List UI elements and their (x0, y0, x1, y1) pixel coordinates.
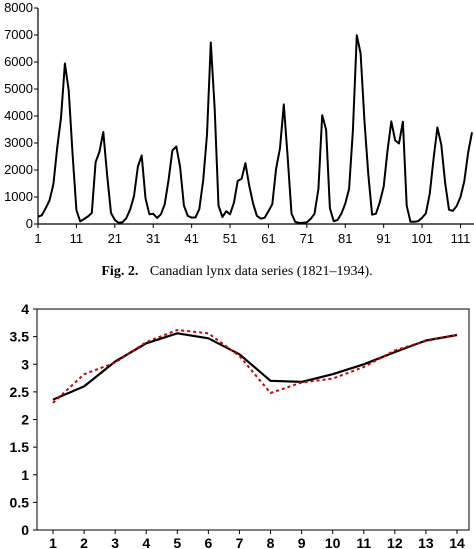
y-tick-label: 1 (21, 467, 29, 483)
caption-label: Fig. 2. (101, 264, 138, 279)
x-tick-label: 1 (34, 231, 41, 246)
y-tick-label: 7000 (4, 27, 33, 42)
y-tick-label: 3000 (4, 135, 33, 150)
plot-frame (36, 308, 470, 531)
x-tick-label: 51 (223, 231, 237, 246)
y-tick-label: 6000 (4, 54, 33, 69)
x-tick-label: 14 (449, 535, 465, 549)
x-tick-label: 71 (300, 231, 314, 246)
y-tick-label: 5000 (4, 81, 33, 96)
y-tick-label: 2 (21, 412, 29, 428)
x-tick-label: 9 (298, 535, 306, 549)
x-tick-label: 111 (451, 231, 471, 246)
y-tick-label: 3 (21, 356, 29, 372)
x-tick-label: 8 (267, 535, 275, 549)
x-tick-label: 11 (356, 535, 371, 549)
y-tick-label: 0 (26, 216, 33, 231)
x-tick-label: 12 (387, 535, 403, 549)
y-tick-label: 3.5 (10, 329, 30, 345)
x-tick-label: 31 (146, 231, 160, 246)
y-tick-label: 4 (21, 301, 29, 317)
y-tick-label: 2.5 (10, 384, 30, 400)
dotted-series-line (52, 329, 458, 404)
comparison-chart: 00.511.522.533.541 2 3 4 5 6 7 8 9 10 11 12 13 14 (10, 301, 470, 549)
x-tick-label: 41 (184, 231, 198, 246)
x-tick-label: 2 (80, 535, 88, 549)
series-line (37, 34, 473, 224)
y-tick-label: 1.5 (10, 439, 30, 455)
solid-series-line (52, 332, 458, 401)
x-tick-label: 10 (325, 535, 341, 549)
x-tick-label: 91 (376, 231, 390, 246)
figure-caption: Fig. 2. Canadian lynx data series (1821–… (101, 264, 372, 279)
caption-text: Canadian lynx data series (1821–1934). (150, 264, 373, 279)
x-tick-label: 1 (49, 535, 57, 549)
x-tick-label: 6 (204, 535, 212, 549)
x-tick-label: 21 (108, 231, 122, 246)
y-tick-label: 2000 (4, 162, 33, 177)
x-tick-label: 101 (411, 231, 433, 246)
y-tick-label: 4000 (4, 108, 33, 123)
x-tick-label: 81 (338, 231, 352, 246)
y-tick-label: 8000 (4, 0, 33, 15)
x-tick-label: 13 (418, 535, 434, 549)
x-tick-label: 3 (111, 535, 119, 549)
x-tick-label: 61 (261, 231, 275, 246)
y-tick-label: 1000 (4, 189, 33, 204)
x-tick-label: 7 (236, 535, 244, 549)
x-tick-label: 4 (142, 535, 150, 549)
x-tick-label: 5 (173, 535, 181, 549)
y-tick-label: 0 (21, 522, 29, 538)
x-tick-label: 11 (70, 231, 84, 246)
y-tick-label: 0.5 (10, 494, 30, 510)
